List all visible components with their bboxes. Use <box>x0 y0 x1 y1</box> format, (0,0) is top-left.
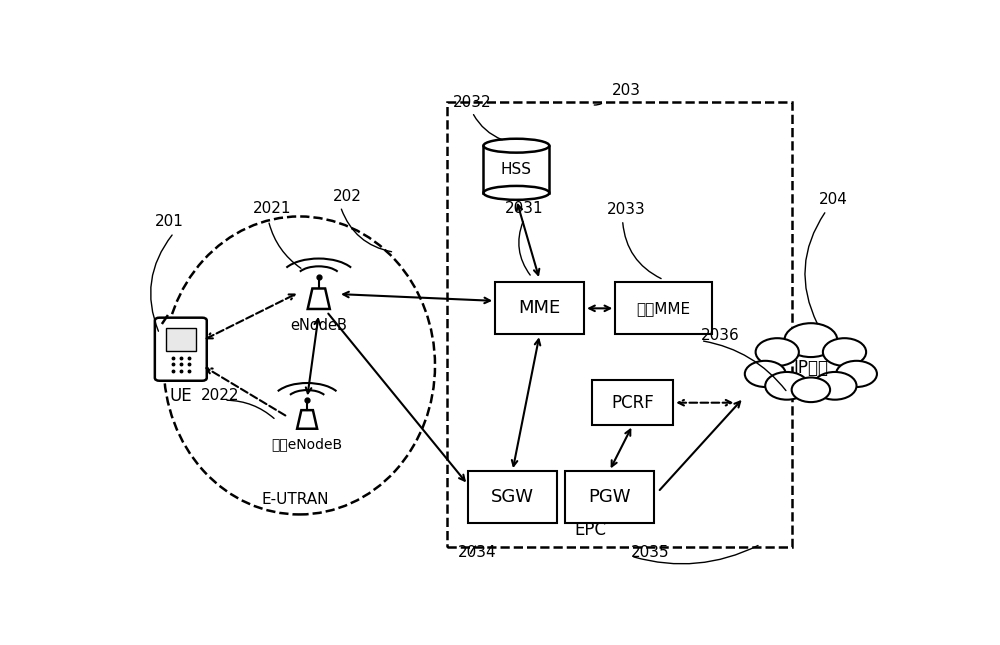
Text: 其它MME: 其它MME <box>637 301 691 316</box>
Ellipse shape <box>483 139 549 153</box>
Text: E-UTRAN: E-UTRAN <box>262 492 329 507</box>
Text: eNodeB: eNodeB <box>290 318 347 333</box>
Text: 其它eNodeB: 其它eNodeB <box>272 438 343 452</box>
Text: 2021: 2021 <box>253 201 291 217</box>
Text: UE: UE <box>169 387 192 404</box>
Text: 2033: 2033 <box>607 203 646 217</box>
Circle shape <box>792 377 830 402</box>
Circle shape <box>823 338 866 366</box>
Text: 201: 201 <box>154 214 183 229</box>
Circle shape <box>756 338 799 366</box>
Circle shape <box>813 372 857 400</box>
Circle shape <box>836 361 877 387</box>
Text: SGW: SGW <box>491 488 534 506</box>
Text: PGW: PGW <box>588 488 631 506</box>
Circle shape <box>745 361 786 387</box>
FancyBboxPatch shape <box>615 283 712 334</box>
FancyBboxPatch shape <box>166 328 196 351</box>
Ellipse shape <box>483 186 549 200</box>
Text: 2036: 2036 <box>701 328 740 343</box>
FancyBboxPatch shape <box>468 471 557 523</box>
FancyBboxPatch shape <box>495 283 584 334</box>
FancyBboxPatch shape <box>565 471 654 523</box>
Text: 203: 203 <box>612 83 641 98</box>
FancyBboxPatch shape <box>155 318 207 381</box>
Polygon shape <box>297 410 317 429</box>
Circle shape <box>784 323 837 357</box>
Circle shape <box>765 372 808 400</box>
Text: 2035: 2035 <box>631 545 670 560</box>
Text: 202: 202 <box>333 189 362 204</box>
FancyBboxPatch shape <box>483 146 549 193</box>
Text: IP业务: IP业务 <box>793 359 828 377</box>
Polygon shape <box>308 288 330 309</box>
Text: MME: MME <box>518 299 561 317</box>
Text: 2022: 2022 <box>201 388 239 402</box>
Text: 204: 204 <box>819 192 848 206</box>
Text: 2031: 2031 <box>505 201 543 217</box>
Text: PCRF: PCRF <box>611 393 654 412</box>
FancyBboxPatch shape <box>592 381 673 425</box>
Text: 2032: 2032 <box>453 95 491 110</box>
Text: 2034: 2034 <box>458 545 497 560</box>
Text: HSS: HSS <box>501 162 532 177</box>
Text: EPC: EPC <box>574 521 606 539</box>
